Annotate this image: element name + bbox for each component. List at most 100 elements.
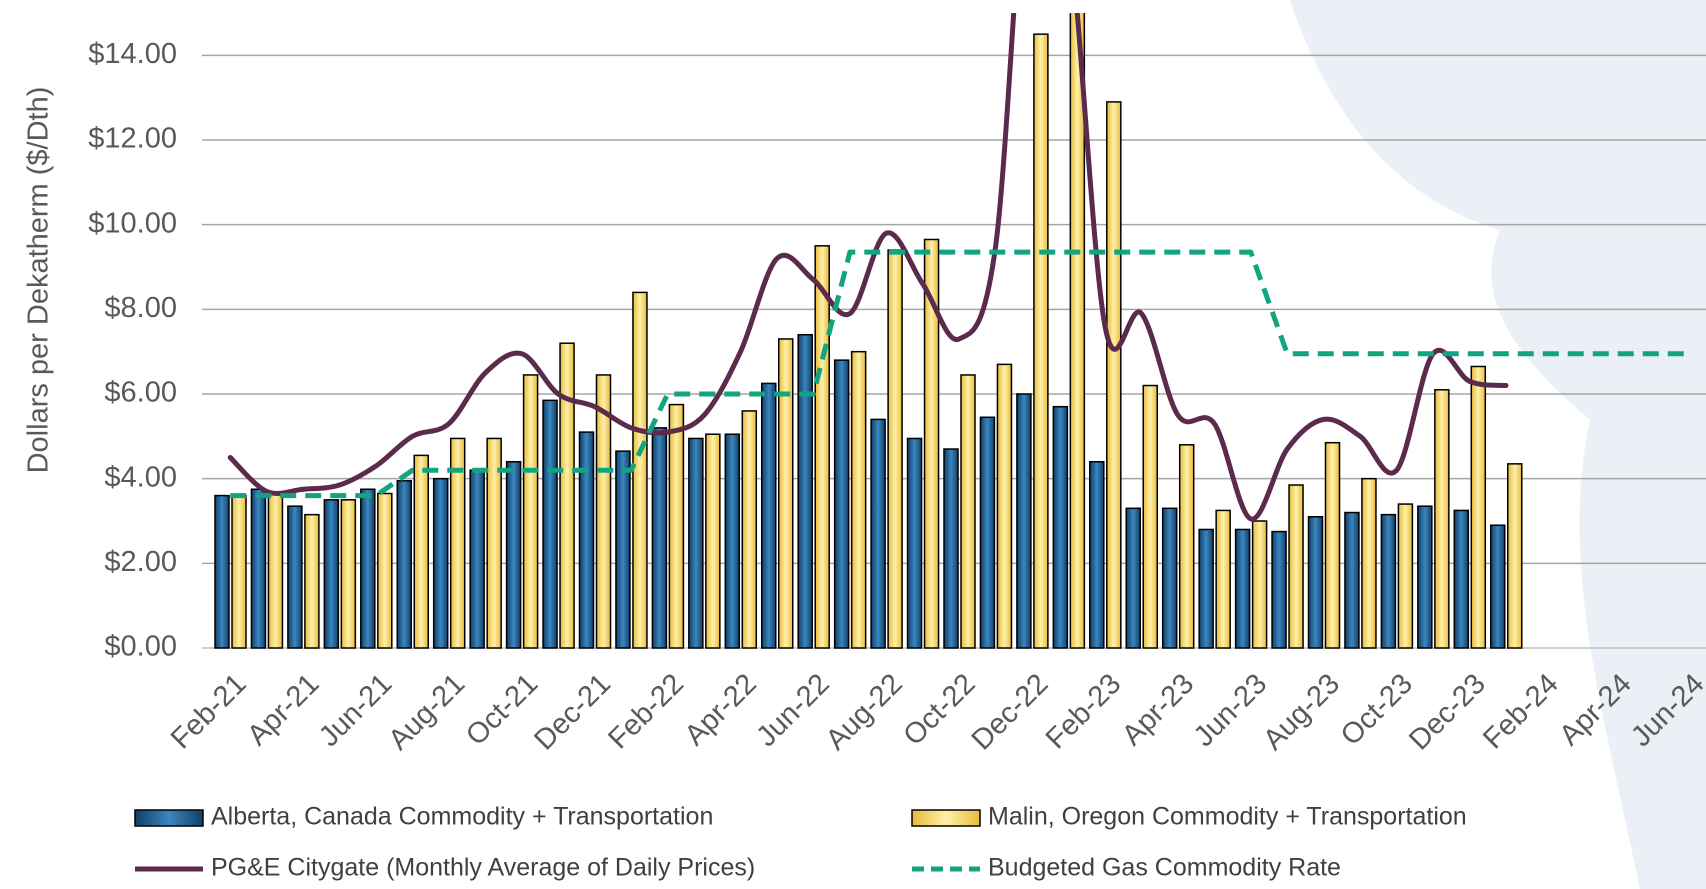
bar — [361, 489, 375, 648]
y-tick-label: $6.00 — [104, 377, 177, 409]
x-tick-label: Apr-21 — [241, 668, 325, 752]
x-tick-label: Dec-23 — [1403, 668, 1492, 757]
bar — [1216, 510, 1230, 648]
x-tick-label: Aug-23 — [1257, 668, 1346, 757]
y-axis-label: Dollars per Dekatherm ($/Dth) — [23, 87, 55, 474]
bar — [560, 343, 574, 648]
bar — [1236, 529, 1250, 648]
bar — [871, 419, 885, 648]
background-map — [1290, 0, 1706, 889]
y-tick-label: $14.00 — [88, 38, 177, 70]
legend-swatch — [912, 810, 980, 826]
line — [230, 0, 1506, 519]
bar — [1398, 504, 1412, 648]
legend-label: Malin, Oregon Commodity + Transportation — [988, 803, 1467, 831]
x-tick-label: Aug-22 — [820, 668, 909, 757]
x-tick-label: Feb-21 — [165, 668, 253, 756]
legend-swatch — [135, 810, 203, 826]
y-tick-label: $10.00 — [88, 207, 177, 239]
bar — [434, 479, 448, 648]
y-tick-label: $12.00 — [88, 123, 177, 155]
bar — [908, 438, 922, 648]
bar — [1180, 445, 1194, 648]
bar — [852, 352, 866, 648]
bar — [669, 405, 683, 648]
x-tick-label: Oct-23 — [1335, 668, 1419, 752]
x-tick-label: Oct-21 — [460, 668, 544, 752]
bar — [1435, 390, 1449, 648]
bar — [1143, 386, 1157, 648]
bar — [616, 451, 630, 648]
bar — [1090, 462, 1104, 648]
x-tick-label: Aug-21 — [383, 668, 472, 757]
bar — [961, 375, 975, 648]
bar — [1362, 479, 1376, 648]
x-tick-label: Feb-22 — [602, 668, 690, 756]
x-tick-label: Dec-22 — [966, 668, 1055, 757]
x-tick-label: Oct-22 — [897, 668, 981, 752]
bar — [689, 438, 703, 648]
bar — [1491, 525, 1505, 648]
bar — [232, 496, 246, 648]
bar — [1508, 464, 1522, 648]
bar — [1034, 34, 1048, 648]
bar — [997, 364, 1011, 648]
bar — [1326, 443, 1340, 648]
bar — [580, 432, 594, 648]
bar — [1017, 394, 1031, 648]
legend-label: Alberta, Canada Commodity + Transportati… — [211, 803, 713, 831]
bar — [798, 335, 812, 648]
bar — [1163, 508, 1177, 648]
legend-label: PG&E Citygate (Monthly Average of Daily … — [211, 854, 755, 882]
bar — [215, 496, 229, 648]
y-tick-label: $2.00 — [104, 546, 177, 578]
bar — [888, 250, 902, 648]
bar — [725, 434, 739, 648]
legend-label: Budgeted Gas Commodity Rate — [988, 854, 1341, 882]
x-tick-label: Feb-24 — [1477, 668, 1565, 756]
bar — [470, 470, 484, 648]
y-tick-label: $4.00 — [104, 461, 177, 493]
bar — [507, 462, 521, 648]
bar — [706, 434, 720, 648]
x-tick-label: Jun-21 — [313, 668, 398, 753]
bar — [633, 292, 647, 648]
x-tick-label: Jun-22 — [750, 668, 835, 753]
bar — [1345, 513, 1359, 648]
bar — [762, 383, 776, 648]
bar — [652, 428, 666, 648]
bar — [1272, 532, 1286, 648]
bar — [1309, 517, 1323, 648]
bar — [1454, 510, 1468, 648]
bar — [1418, 506, 1432, 648]
x-tick-label: Dec-21 — [528, 668, 617, 757]
bar — [305, 515, 319, 648]
bar — [1471, 366, 1485, 648]
bar — [1289, 485, 1303, 648]
x-tick-label: Feb-23 — [1040, 668, 1128, 756]
x-tick-label: Apr-22 — [679, 668, 763, 752]
bar — [414, 455, 428, 648]
bar — [1126, 508, 1140, 648]
line — [230, 252, 1688, 495]
bar — [980, 417, 994, 648]
bar — [1199, 529, 1213, 648]
bar — [944, 449, 958, 648]
bar — [742, 411, 756, 648]
bar — [779, 339, 793, 648]
bar — [378, 493, 392, 648]
x-tick-label: Jun-23 — [1188, 668, 1273, 753]
bar — [1253, 521, 1267, 648]
bar — [543, 400, 557, 648]
y-tick-label: $8.00 — [104, 292, 177, 324]
bar — [341, 500, 355, 648]
y-tick-label: $0.00 — [104, 631, 177, 663]
bar — [397, 481, 411, 648]
x-tick-label: Apr-23 — [1116, 668, 1200, 752]
bar — [1107, 102, 1121, 648]
bar — [288, 506, 302, 648]
bar — [1381, 515, 1395, 648]
bar — [1053, 407, 1067, 648]
bar — [324, 500, 338, 648]
bar — [268, 493, 282, 648]
